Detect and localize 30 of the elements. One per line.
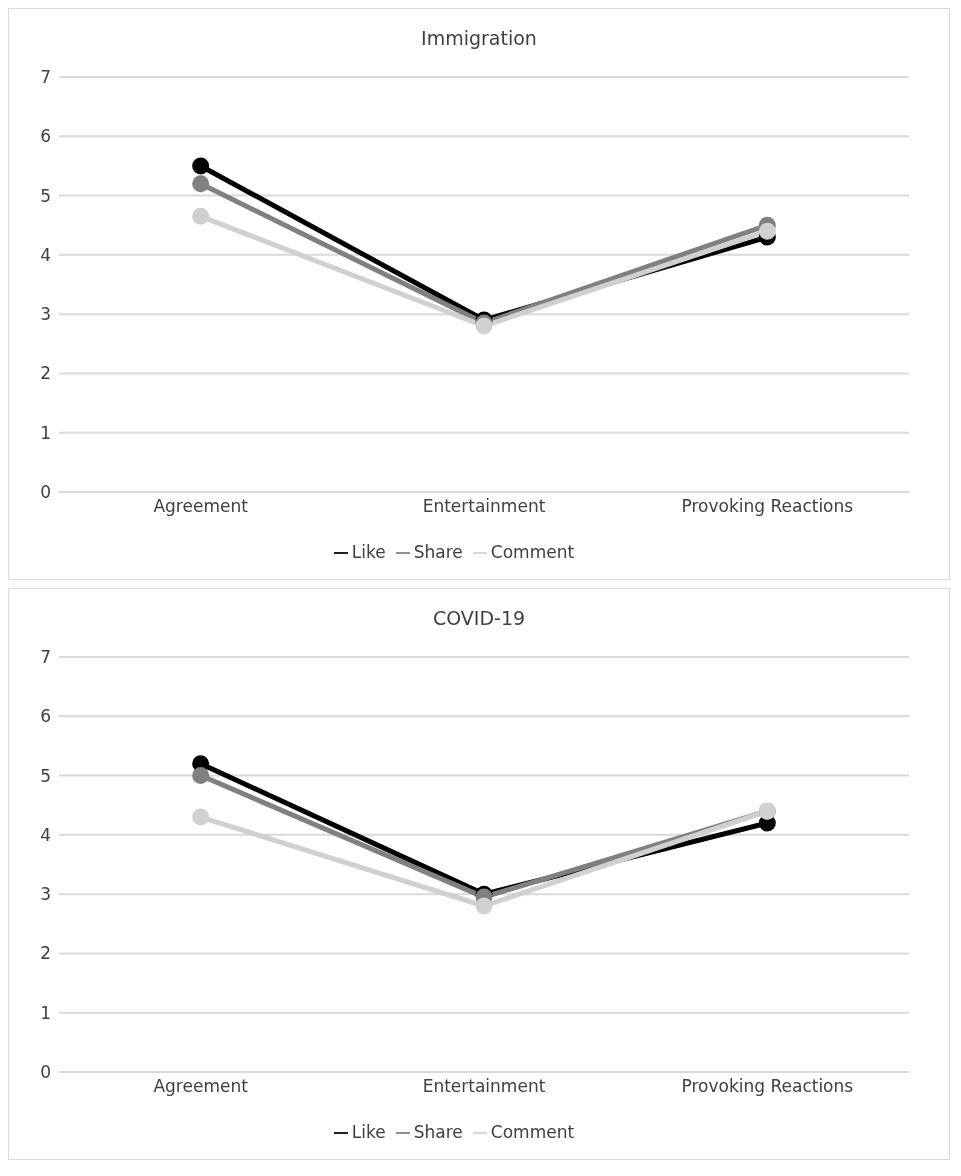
x-tick-label: Provoking Reactions [681, 1076, 854, 1097]
x-tick-label: Agreement [153, 496, 249, 517]
x-tick-label: Entertainment [422, 1076, 546, 1097]
y-tick-label: 5 [40, 765, 51, 786]
legend-label: Share [413, 542, 463, 562]
legend-label: Share [413, 1122, 463, 1142]
chart-title: Immigration [420, 26, 538, 51]
x-tick-label: Agreement [153, 1076, 249, 1097]
y-tick-label: 3 [40, 884, 51, 905]
y-tick-label: 6 [40, 706, 51, 727]
y-tick-label: 4 [40, 244, 51, 265]
x-tick-label: Provoking Reactions [681, 496, 854, 517]
legend-label: Comment [490, 1122, 575, 1142]
y-tick-label: 3 [40, 304, 51, 325]
y-tick-label: 0 [40, 1062, 51, 1083]
y-tick-label: 0 [40, 482, 51, 503]
y-tick-label: 1 [40, 422, 51, 443]
legend-label: Comment [490, 542, 575, 562]
y-tick-label: 1 [40, 1002, 51, 1023]
y-tick-label: 6 [40, 126, 51, 147]
x-tick-label: Entertainment [422, 496, 546, 517]
legend-label: Like [351, 1122, 386, 1142]
chart-title: COVID-19 [431, 606, 527, 631]
legend-label: Like [351, 542, 386, 562]
y-tick-label: 4 [40, 824, 51, 845]
y-tick-label: 7 [40, 647, 51, 668]
y-tick-label: 2 [40, 943, 51, 964]
y-tick-label: 5 [40, 185, 51, 206]
y-tick-label: 2 [40, 363, 51, 384]
y-tick-label: 7 [40, 67, 51, 88]
